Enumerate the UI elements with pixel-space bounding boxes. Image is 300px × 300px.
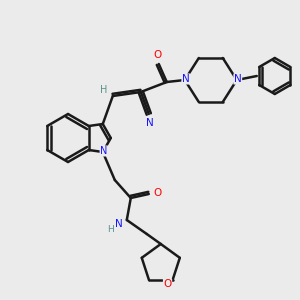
Text: N: N: [146, 118, 154, 128]
Text: N: N: [115, 219, 123, 229]
Text: N: N: [234, 74, 242, 84]
Text: O: O: [154, 188, 162, 198]
Text: O: O: [164, 279, 172, 289]
Text: O: O: [154, 50, 162, 60]
Text: N: N: [182, 74, 190, 84]
Text: N: N: [100, 146, 107, 156]
Text: H: H: [107, 226, 114, 235]
Text: H: H: [100, 85, 107, 95]
